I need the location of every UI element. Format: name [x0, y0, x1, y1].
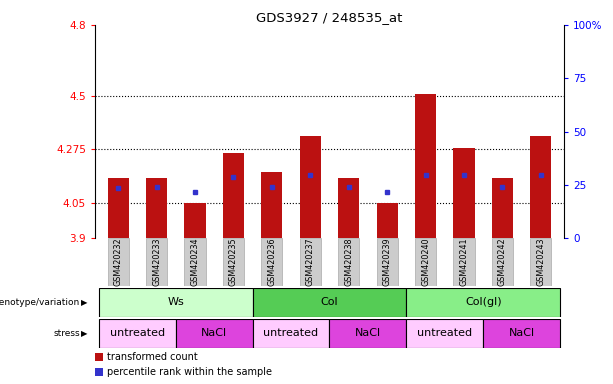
Bar — [415, 94, 436, 238]
Bar — [406, 319, 483, 348]
Bar — [330, 319, 406, 348]
Bar — [95, 369, 104, 376]
Bar — [261, 172, 283, 238]
Bar — [300, 136, 321, 238]
Text: GSM420233: GSM420233 — [152, 238, 161, 286]
FancyBboxPatch shape — [185, 238, 205, 286]
FancyBboxPatch shape — [454, 238, 474, 286]
Bar — [253, 319, 330, 348]
Text: GSM420241: GSM420241 — [460, 238, 468, 286]
Text: ▶: ▶ — [81, 329, 88, 338]
Bar — [176, 319, 253, 348]
FancyBboxPatch shape — [492, 238, 513, 286]
Bar — [406, 288, 560, 317]
Text: GSM420242: GSM420242 — [498, 238, 507, 286]
Bar — [223, 153, 244, 238]
Text: GSM420237: GSM420237 — [306, 238, 314, 286]
Text: untreated: untreated — [417, 328, 473, 338]
Bar — [95, 353, 104, 361]
Text: GSM420235: GSM420235 — [229, 238, 238, 286]
Text: Col(gl): Col(gl) — [465, 297, 501, 308]
Bar — [253, 288, 406, 317]
Bar — [146, 178, 167, 238]
FancyBboxPatch shape — [415, 238, 436, 286]
Text: Col: Col — [321, 297, 338, 308]
FancyBboxPatch shape — [107, 238, 129, 286]
Text: ▶: ▶ — [81, 298, 88, 307]
Text: GSM420236: GSM420236 — [267, 238, 276, 286]
Bar — [99, 288, 253, 317]
Text: GSM420243: GSM420243 — [536, 238, 546, 286]
FancyBboxPatch shape — [261, 238, 283, 286]
Bar — [99, 319, 176, 348]
Bar — [338, 178, 359, 238]
Text: GSM420240: GSM420240 — [421, 238, 430, 286]
Text: NaCl: NaCl — [355, 328, 381, 338]
Bar — [492, 178, 513, 238]
Bar — [483, 319, 560, 348]
FancyBboxPatch shape — [146, 238, 167, 286]
Text: untreated: untreated — [264, 328, 319, 338]
Bar — [185, 202, 205, 238]
Text: untreated: untreated — [110, 328, 165, 338]
Text: GSM420234: GSM420234 — [191, 238, 199, 286]
Title: GDS3927 / 248535_at: GDS3927 / 248535_at — [256, 11, 403, 24]
Text: percentile rank within the sample: percentile rank within the sample — [107, 367, 272, 377]
Text: transformed count: transformed count — [107, 352, 197, 362]
FancyBboxPatch shape — [338, 238, 359, 286]
Text: NaCl: NaCl — [509, 328, 535, 338]
Bar — [107, 178, 129, 238]
FancyBboxPatch shape — [300, 238, 321, 286]
Bar — [530, 136, 552, 238]
Text: NaCl: NaCl — [201, 328, 227, 338]
Text: stress: stress — [53, 329, 80, 338]
Text: Ws: Ws — [167, 297, 184, 308]
Text: GSM420232: GSM420232 — [113, 238, 123, 286]
Bar — [376, 202, 398, 238]
FancyBboxPatch shape — [223, 238, 244, 286]
Text: GSM420238: GSM420238 — [345, 238, 353, 286]
Bar — [454, 148, 474, 238]
FancyBboxPatch shape — [376, 238, 398, 286]
Text: genotype/variation: genotype/variation — [0, 298, 80, 307]
FancyBboxPatch shape — [530, 238, 552, 286]
Text: GSM420239: GSM420239 — [383, 238, 392, 286]
